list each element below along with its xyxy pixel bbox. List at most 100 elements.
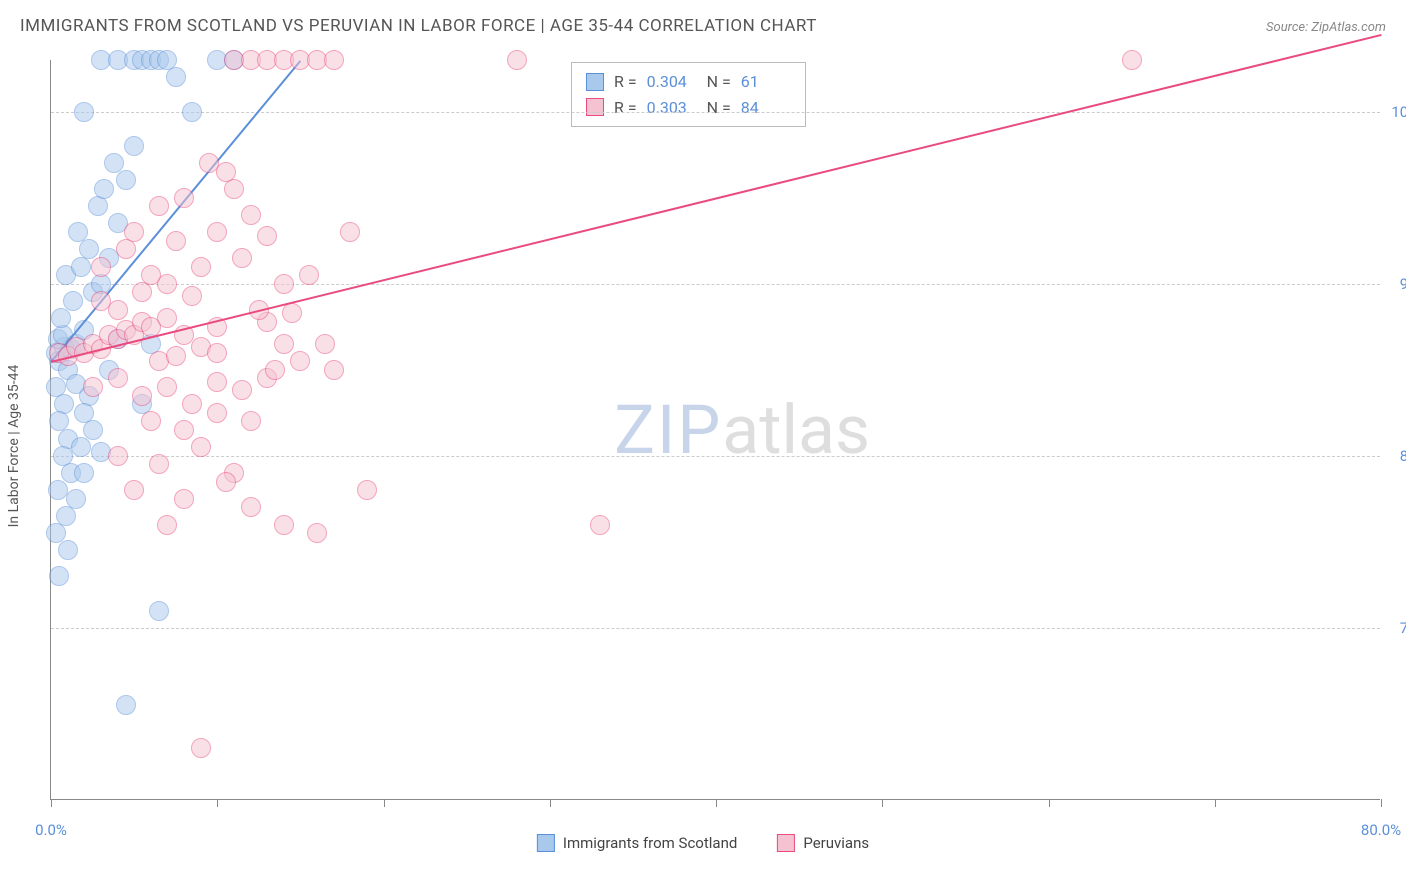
scatter-point	[74, 102, 94, 122]
scatter-point	[182, 286, 202, 306]
scatter-point	[241, 205, 261, 225]
legend-label-0: Immigrants from Scotland	[563, 834, 737, 852]
scatter-point	[157, 377, 177, 397]
scatter-point	[66, 489, 86, 509]
scatter-point	[224, 179, 244, 199]
legend: Immigrants from Scotland Peruvians	[537, 834, 869, 852]
x-tick	[1381, 799, 1382, 807]
scatter-point	[49, 566, 69, 586]
scatter-point	[191, 257, 211, 277]
legend-label-1: Peruvians	[803, 834, 869, 852]
source-attribution: Source: ZipAtlas.com	[1266, 20, 1386, 35]
scatter-point	[74, 463, 94, 483]
scatter-point	[324, 50, 344, 70]
scatter-point	[507, 50, 527, 70]
x-tick	[51, 799, 52, 807]
scatter-point	[166, 67, 186, 87]
scatter-point	[216, 472, 236, 492]
scatter-point	[141, 411, 161, 431]
scatter-point	[104, 153, 124, 173]
scatter-point	[68, 222, 88, 242]
scatter-point	[108, 300, 128, 320]
watermark: ZIPatlas	[614, 390, 870, 470]
scatter-point	[340, 222, 360, 242]
scatter-point	[274, 515, 294, 535]
scatter-point	[141, 265, 161, 285]
scatter-point	[116, 170, 136, 190]
scatter-point	[48, 480, 68, 500]
scatter-point	[51, 308, 71, 328]
swatch-series-1	[586, 98, 604, 116]
scatter-point	[590, 515, 610, 535]
scatter-point	[241, 497, 261, 517]
scatter-point	[191, 738, 211, 758]
scatter-point	[1122, 50, 1142, 70]
scatter-point	[174, 420, 194, 440]
y-tick-label: 70.0%	[1385, 619, 1406, 637]
scatter-point	[315, 334, 335, 354]
scatter-plot-area: ZIPatlas R = 0.304 N = 61 R = 0.303 N = …	[50, 60, 1380, 800]
y-tick-label: 90.0%	[1385, 275, 1406, 293]
y-tick-label: 80.0%	[1385, 447, 1406, 465]
x-tick	[550, 799, 551, 807]
x-tick	[384, 799, 385, 807]
scatter-point	[71, 257, 91, 277]
scatter-point	[91, 257, 111, 277]
legend-item-0: Immigrants from Scotland	[537, 834, 737, 852]
scatter-point	[124, 480, 144, 500]
scatter-point	[149, 196, 169, 216]
scatter-point	[191, 437, 211, 457]
x-tick-label: 0.0%	[35, 821, 67, 839]
scatter-point	[116, 239, 136, 259]
scatter-point	[94, 179, 114, 199]
scatter-point	[216, 162, 236, 182]
scatter-point	[157, 308, 177, 328]
x-tick	[716, 799, 717, 807]
x-tick	[1049, 799, 1050, 807]
scatter-point	[116, 695, 136, 715]
scatter-point	[290, 351, 310, 371]
scatter-point	[63, 291, 83, 311]
legend-swatch-0	[537, 834, 555, 852]
scatter-point	[157, 515, 177, 535]
scatter-point	[182, 102, 202, 122]
scatter-point	[207, 372, 227, 392]
gridline-horizontal	[51, 456, 1380, 457]
scatter-point	[166, 346, 186, 366]
swatch-series-0	[586, 73, 604, 91]
x-tick	[217, 799, 218, 807]
scatter-point	[132, 386, 152, 406]
scatter-point	[71, 437, 91, 457]
title-bar: IMMIGRANTS FROM SCOTLAND VS PERUVIAN IN …	[20, 16, 1386, 36]
scatter-point	[241, 411, 261, 431]
gridline-horizontal	[51, 284, 1380, 285]
y-axis-title: In Labor Force | Age 35-44	[6, 365, 22, 528]
gridline-horizontal	[51, 112, 1380, 113]
scatter-point	[58, 540, 78, 560]
scatter-point	[307, 523, 327, 543]
x-tick	[1215, 799, 1216, 807]
stats-row-series-0: R = 0.304 N = 61	[586, 69, 791, 95]
correlation-stats-box: R = 0.304 N = 61 R = 0.303 N = 84	[571, 62, 806, 127]
scatter-point	[274, 274, 294, 294]
scatter-point	[108, 368, 128, 388]
scatter-point	[299, 265, 319, 285]
scatter-point	[232, 380, 252, 400]
legend-item-1: Peruvians	[777, 834, 869, 852]
scatter-point	[132, 282, 152, 302]
chart-title: IMMIGRANTS FROM SCOTLAND VS PERUVIAN IN …	[20, 16, 817, 36]
x-tick-label: 80.0%	[1361, 821, 1401, 839]
scatter-point	[174, 188, 194, 208]
scatter-point	[83, 420, 103, 440]
scatter-point	[166, 231, 186, 251]
scatter-point	[88, 196, 108, 216]
x-tick	[882, 799, 883, 807]
scatter-point	[182, 394, 202, 414]
scatter-point	[83, 377, 103, 397]
scatter-point	[108, 446, 128, 466]
scatter-point	[124, 136, 144, 156]
scatter-point	[207, 222, 227, 242]
scatter-point	[124, 222, 144, 242]
stats-row-series-1: R = 0.303 N = 84	[586, 95, 791, 121]
scatter-point	[324, 360, 344, 380]
